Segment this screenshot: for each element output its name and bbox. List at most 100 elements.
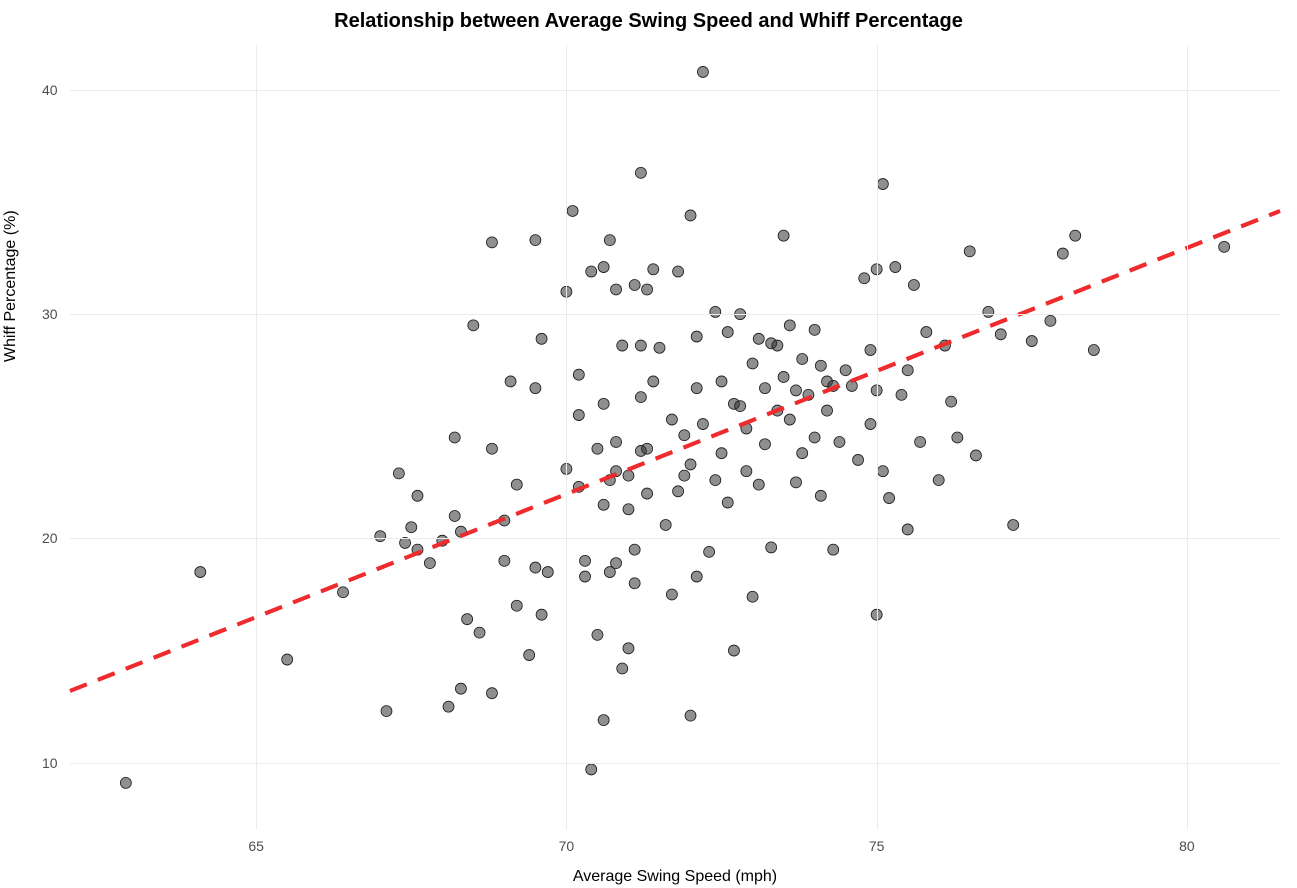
data-point (623, 504, 634, 515)
trend-line (70, 211, 1280, 691)
data-point (629, 544, 640, 555)
data-point (697, 66, 708, 77)
data-point (635, 340, 646, 351)
data-point (809, 324, 820, 335)
data-point (921, 327, 932, 338)
data-point (604, 235, 615, 246)
data-point (1045, 315, 1056, 326)
data-point (499, 555, 510, 566)
data-point (486, 688, 497, 699)
data-point (722, 327, 733, 338)
data-point (735, 401, 746, 412)
data-point (685, 459, 696, 470)
data-point (753, 333, 764, 344)
data-point (791, 385, 802, 396)
data-point (580, 555, 591, 566)
data-point (797, 354, 808, 365)
data-point (759, 439, 770, 450)
data-point (598, 262, 609, 273)
data-point (697, 419, 708, 430)
data-point (933, 475, 944, 486)
data-point (840, 365, 851, 376)
data-point (797, 448, 808, 459)
data-point (728, 645, 739, 656)
data-point (381, 706, 392, 717)
data-point (611, 436, 622, 447)
grid-line (70, 763, 1280, 764)
data-point (666, 414, 677, 425)
data-point (853, 454, 864, 465)
data-point (573, 369, 584, 380)
data-point (486, 443, 497, 454)
data-point (586, 266, 597, 277)
data-point (710, 475, 721, 486)
y-tick-label: 20 (42, 530, 58, 546)
data-point (908, 279, 919, 290)
x-axis-title: Average Swing Speed (mph) (573, 868, 777, 886)
data-point (375, 531, 386, 542)
data-point (505, 376, 516, 387)
data-point (586, 764, 597, 775)
data-point (449, 511, 460, 522)
x-tick-label: 75 (869, 838, 885, 854)
data-point (691, 331, 702, 342)
data-point (778, 371, 789, 382)
data-point (598, 499, 609, 510)
data-point (406, 522, 417, 533)
data-point (896, 389, 907, 400)
y-tick-label: 30 (42, 306, 58, 322)
data-point (865, 345, 876, 356)
data-point (784, 414, 795, 425)
data-point (1070, 230, 1081, 241)
data-point (747, 591, 758, 602)
x-tick-label: 70 (559, 838, 575, 854)
grid-line (256, 45, 257, 830)
data-point (691, 383, 702, 394)
data-point (890, 262, 901, 273)
data-point (666, 589, 677, 600)
data-point (580, 571, 591, 582)
data-point (983, 306, 994, 317)
data-point (455, 683, 466, 694)
x-tick-label: 80 (1179, 838, 1195, 854)
data-point (611, 558, 622, 569)
data-point (629, 578, 640, 589)
data-point (716, 448, 727, 459)
data-point (877, 179, 888, 190)
data-point (592, 443, 603, 454)
data-point (766, 542, 777, 553)
data-point (952, 432, 963, 443)
scatter-chart: Relationship between Average Swing Speed… (0, 0, 1297, 888)
grid-line (70, 538, 1280, 539)
data-point (759, 383, 770, 394)
data-point (598, 398, 609, 409)
y-axis-title: Whiff Percentage (%) (2, 210, 20, 362)
data-point (716, 376, 727, 387)
plot-area (70, 45, 1280, 830)
x-tick-label: 65 (248, 838, 264, 854)
data-point (617, 340, 628, 351)
data-point (995, 329, 1006, 340)
data-point (592, 629, 603, 640)
data-point (884, 493, 895, 504)
data-point (865, 419, 876, 430)
data-point (809, 432, 820, 443)
data-point (598, 715, 609, 726)
data-point (462, 614, 473, 625)
grid-line (70, 314, 1280, 315)
data-point (1057, 248, 1068, 259)
data-point (486, 237, 497, 248)
y-tick-label: 40 (42, 82, 58, 98)
chart-title: Relationship between Average Swing Speed… (0, 10, 1297, 33)
grid-line (877, 45, 878, 830)
data-point (424, 558, 435, 569)
data-point (654, 342, 665, 353)
data-point (679, 430, 690, 441)
data-point (685, 210, 696, 221)
data-point (635, 167, 646, 178)
data-point (946, 396, 957, 407)
data-point (536, 333, 547, 344)
data-point (648, 376, 659, 387)
data-point (902, 524, 913, 535)
data-point (784, 320, 795, 331)
